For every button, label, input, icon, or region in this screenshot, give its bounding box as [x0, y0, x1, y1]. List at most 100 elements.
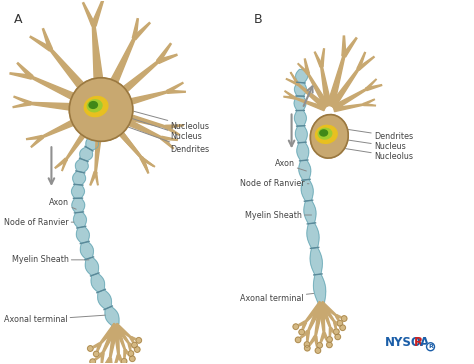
- Polygon shape: [119, 61, 159, 95]
- Polygon shape: [95, 172, 98, 185]
- Polygon shape: [132, 19, 138, 39]
- Polygon shape: [102, 324, 118, 353]
- Polygon shape: [30, 102, 74, 111]
- Polygon shape: [73, 212, 86, 228]
- Polygon shape: [297, 142, 309, 161]
- Polygon shape: [357, 56, 374, 70]
- Polygon shape: [17, 63, 33, 79]
- Polygon shape: [294, 82, 306, 96]
- Polygon shape: [98, 290, 111, 309]
- Polygon shape: [291, 72, 299, 85]
- Polygon shape: [365, 79, 376, 90]
- Polygon shape: [332, 88, 366, 110]
- Polygon shape: [130, 337, 135, 345]
- Polygon shape: [82, 3, 95, 26]
- Polygon shape: [320, 302, 335, 323]
- Polygon shape: [92, 25, 103, 83]
- Polygon shape: [307, 223, 319, 248]
- Polygon shape: [299, 160, 311, 180]
- Ellipse shape: [84, 96, 108, 116]
- Circle shape: [135, 347, 140, 352]
- Polygon shape: [91, 273, 105, 292]
- Polygon shape: [285, 91, 295, 99]
- Text: Myelin Sheath: Myelin Sheath: [12, 255, 89, 264]
- Polygon shape: [95, 136, 101, 172]
- Polygon shape: [320, 66, 331, 106]
- Text: Myelin Sheath: Myelin Sheath: [245, 210, 311, 219]
- Polygon shape: [167, 90, 185, 93]
- Text: Dendrites: Dendrites: [121, 124, 210, 154]
- Polygon shape: [13, 102, 31, 107]
- Polygon shape: [90, 343, 100, 349]
- Ellipse shape: [320, 130, 328, 136]
- Polygon shape: [305, 301, 323, 323]
- Circle shape: [304, 342, 310, 347]
- Circle shape: [340, 325, 346, 331]
- Text: R: R: [428, 344, 433, 349]
- Text: Axon: Axon: [49, 198, 76, 209]
- Polygon shape: [314, 336, 319, 351]
- Text: B: B: [254, 13, 263, 26]
- Polygon shape: [128, 344, 131, 353]
- Polygon shape: [342, 38, 357, 57]
- Polygon shape: [109, 358, 113, 364]
- Polygon shape: [31, 76, 78, 101]
- Ellipse shape: [316, 125, 337, 143]
- Polygon shape: [127, 91, 168, 106]
- Text: Node of Ranvier: Node of Ranvier: [4, 218, 74, 227]
- Polygon shape: [118, 355, 124, 364]
- Polygon shape: [308, 302, 324, 332]
- Polygon shape: [27, 135, 43, 139]
- Polygon shape: [165, 125, 183, 128]
- Circle shape: [295, 337, 301, 343]
- Circle shape: [304, 345, 310, 351]
- Polygon shape: [315, 302, 324, 337]
- Polygon shape: [141, 157, 153, 166]
- Polygon shape: [109, 38, 136, 87]
- Polygon shape: [91, 0, 104, 26]
- Polygon shape: [310, 248, 322, 275]
- Polygon shape: [334, 322, 337, 332]
- Polygon shape: [304, 200, 316, 224]
- Polygon shape: [75, 159, 88, 173]
- Polygon shape: [320, 49, 325, 67]
- Polygon shape: [342, 36, 346, 56]
- Polygon shape: [73, 171, 85, 185]
- Polygon shape: [330, 68, 359, 108]
- Text: A: A: [14, 13, 22, 26]
- Polygon shape: [307, 331, 310, 344]
- Circle shape: [293, 324, 299, 329]
- Polygon shape: [92, 352, 104, 362]
- Polygon shape: [133, 23, 150, 40]
- Circle shape: [427, 343, 435, 351]
- Polygon shape: [298, 84, 327, 109]
- Text: Dendrites: Dendrites: [341, 128, 413, 141]
- Polygon shape: [320, 301, 337, 316]
- Text: Axon: Axon: [274, 159, 306, 171]
- Circle shape: [327, 337, 332, 342]
- Polygon shape: [14, 96, 31, 105]
- Text: Nucleus: Nucleus: [111, 111, 202, 141]
- Circle shape: [335, 334, 340, 340]
- Ellipse shape: [87, 100, 102, 112]
- Polygon shape: [165, 126, 180, 135]
- Polygon shape: [114, 355, 120, 364]
- Polygon shape: [336, 315, 340, 323]
- Polygon shape: [99, 323, 118, 345]
- Polygon shape: [62, 159, 67, 171]
- Text: Axonal terminal: Axonal terminal: [4, 315, 105, 324]
- Polygon shape: [85, 257, 99, 276]
- Polygon shape: [323, 333, 330, 345]
- Polygon shape: [334, 321, 343, 328]
- Polygon shape: [167, 83, 183, 93]
- Polygon shape: [101, 357, 111, 364]
- Polygon shape: [127, 114, 166, 128]
- Circle shape: [136, 337, 142, 343]
- Polygon shape: [42, 118, 78, 138]
- Text: Nucleus: Nucleus: [343, 139, 406, 151]
- Polygon shape: [72, 185, 84, 198]
- Polygon shape: [124, 349, 133, 359]
- Text: R: R: [414, 336, 423, 349]
- Polygon shape: [364, 103, 375, 106]
- Polygon shape: [298, 64, 309, 74]
